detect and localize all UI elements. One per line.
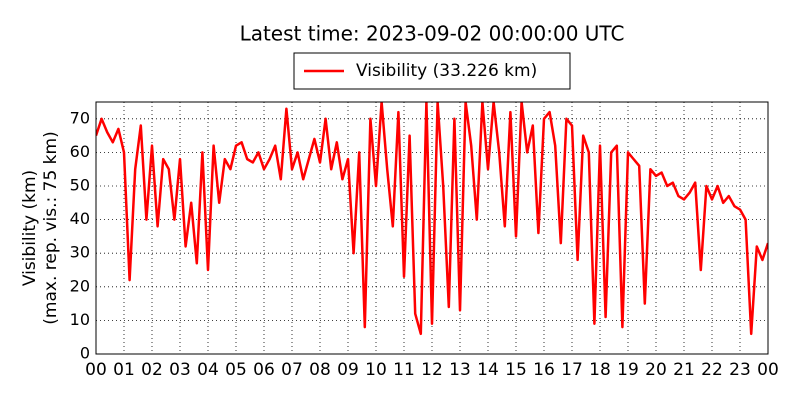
x-tick-label: 18	[589, 360, 611, 380]
x-tick-label: 09	[337, 360, 359, 380]
x-tick-label: 21	[673, 360, 695, 380]
x-tick-label: 05	[225, 360, 247, 380]
x-tick-label: 17	[561, 360, 583, 380]
y-tick-label: 30	[70, 243, 90, 262]
chart-title: Latest time: 2023-09-02 00:00:00 UTC	[240, 22, 625, 46]
legend-label: Visibility (33.226 km)	[356, 61, 537, 81]
x-tick-label: 12	[421, 360, 443, 380]
x-tick-label: 00	[757, 360, 779, 380]
y-axis-label: Visibility (km)	[20, 170, 40, 286]
y-tick-label: 10	[70, 310, 90, 329]
x-tick-label: 13	[449, 360, 471, 380]
x-tick-label: 10	[365, 360, 387, 380]
plot-area	[96, 102, 768, 336]
x-tick-label: 19	[617, 360, 639, 380]
y-tick-label: 40	[70, 209, 90, 228]
x-tick-label: 15	[505, 360, 527, 380]
x-tick-label: 00	[85, 360, 107, 380]
y-tick-label: 50	[70, 176, 90, 195]
plot-frame	[95, 101, 769, 355]
y-axis-label: (max. rep. vis.: 75 km)	[41, 131, 61, 324]
y-tick-label: 70	[70, 108, 90, 127]
y-tick-label: 0	[80, 344, 90, 363]
x-tick-label: 01	[113, 360, 135, 380]
x-tick-label: 16	[533, 360, 555, 380]
y-tick-label: 60	[70, 142, 90, 161]
x-tick-label: 04	[197, 360, 219, 380]
x-tick-label: 07	[281, 360, 303, 380]
data-line	[96, 102, 768, 336]
x-tick-label: 22	[701, 360, 723, 380]
y-tick-label: 20	[70, 276, 90, 295]
legend: Visibility (33.226 km)	[293, 52, 571, 90]
x-tick-label: 20	[645, 360, 667, 380]
x-tick-label: 03	[169, 360, 191, 380]
x-tick-label: 23	[729, 360, 751, 380]
x-tick-label: 14	[477, 360, 499, 380]
x-tick-label: 06	[253, 360, 275, 380]
x-tick-label: 11	[393, 360, 415, 380]
x-tick-label: 08	[309, 360, 331, 380]
x-tick-label: 02	[141, 360, 163, 380]
